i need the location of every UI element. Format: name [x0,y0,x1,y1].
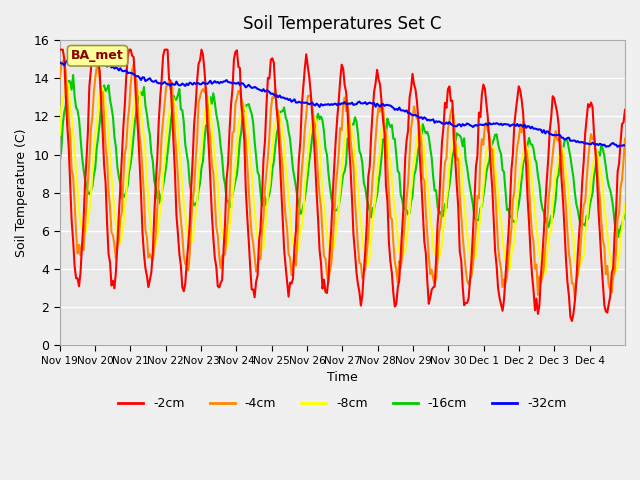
Legend: -2cm, -4cm, -8cm, -16cm, -32cm: -2cm, -4cm, -8cm, -16cm, -32cm [113,392,572,415]
X-axis label: Time: Time [327,371,358,384]
Y-axis label: Soil Temperature (C): Soil Temperature (C) [15,129,28,257]
Title: Soil Temperatures Set C: Soil Temperatures Set C [243,15,442,33]
Text: BA_met: BA_met [71,49,124,62]
